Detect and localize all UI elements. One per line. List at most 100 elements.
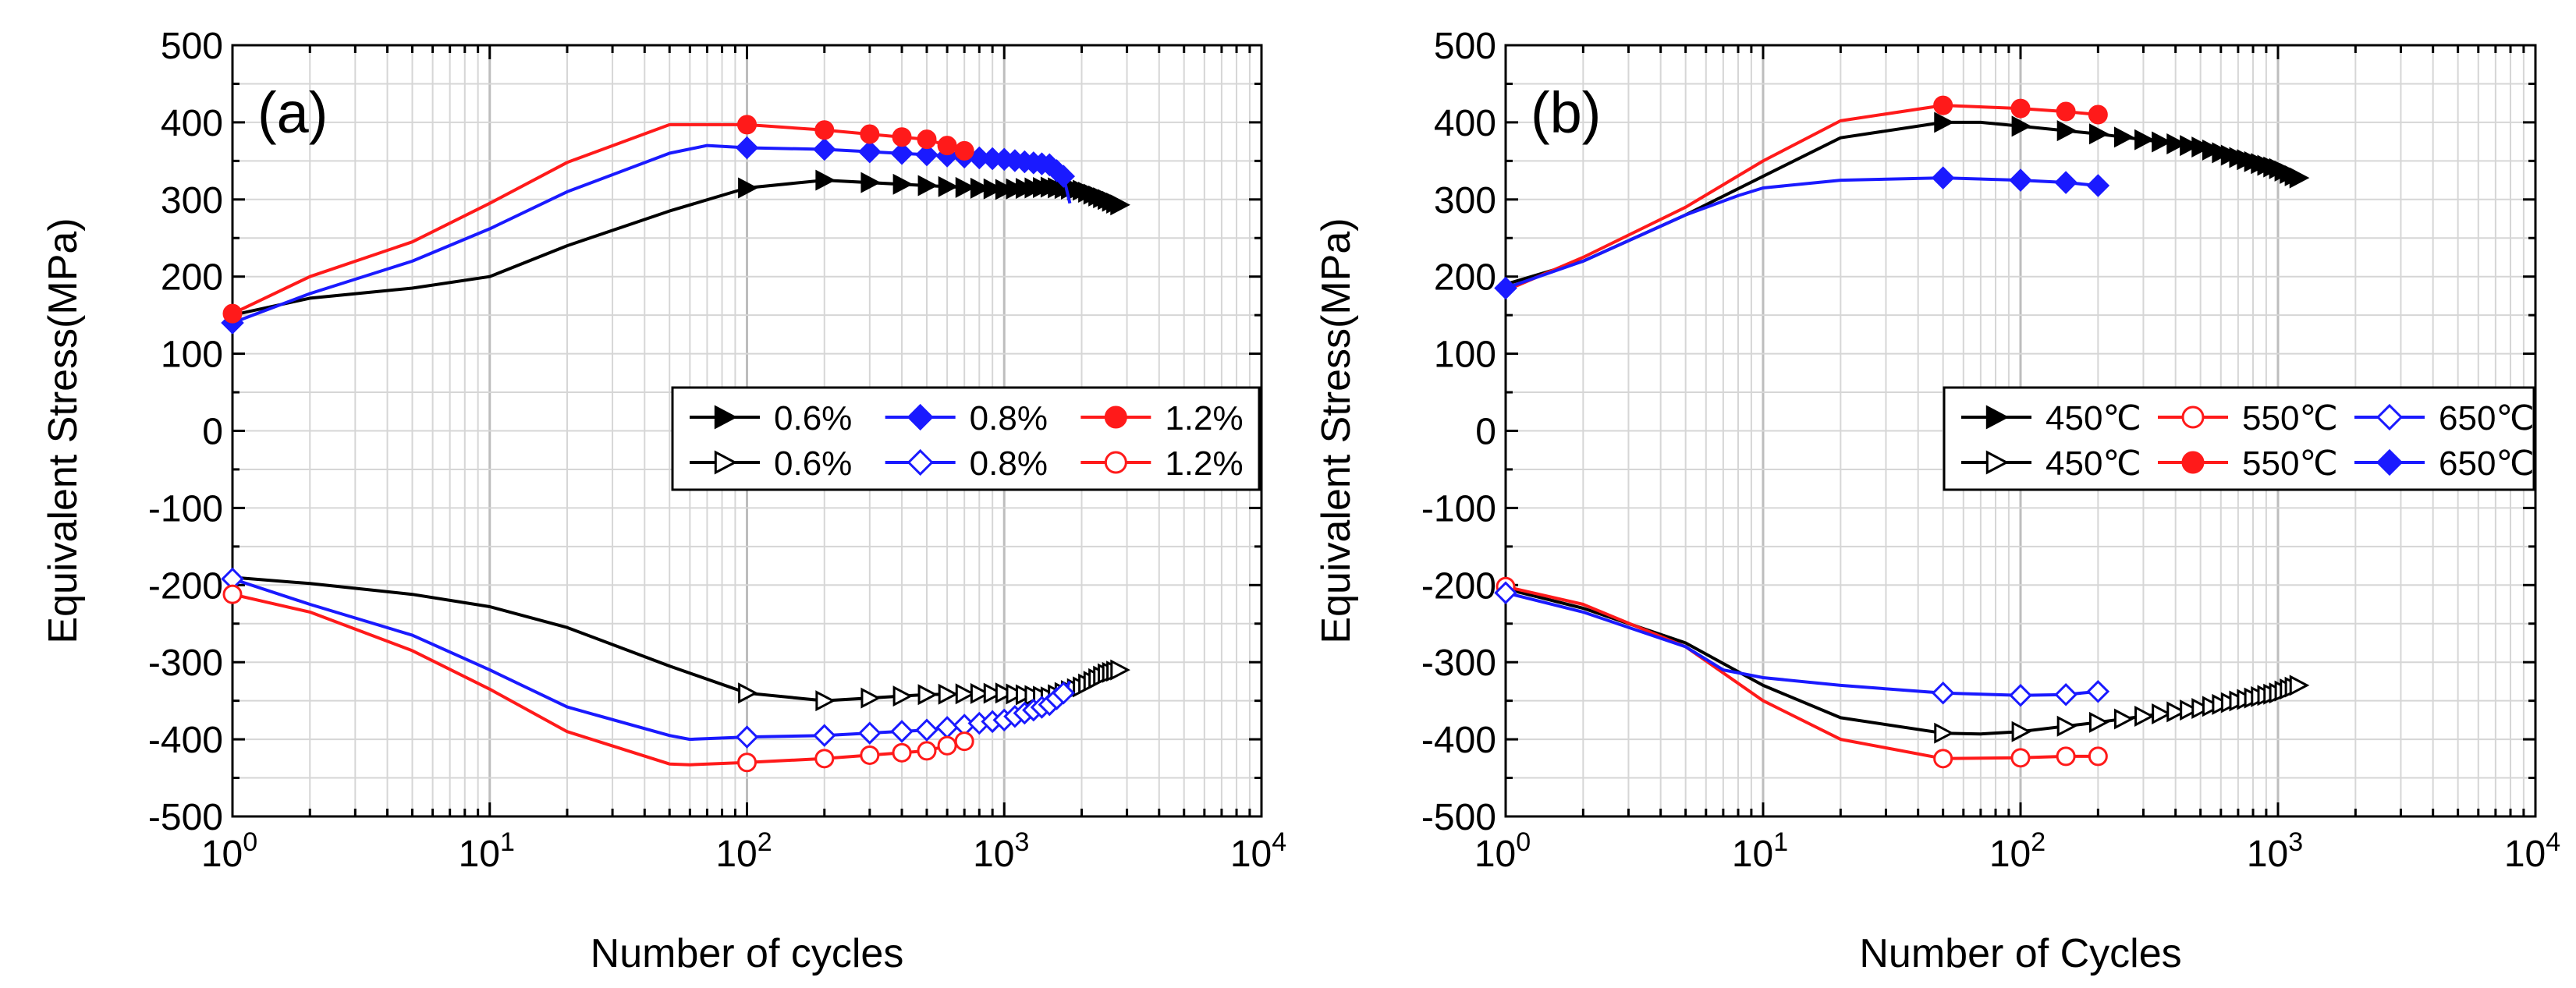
data-marker (2191, 136, 2212, 158)
y-tick-label: -100 (1421, 488, 1496, 529)
x-tick-base: 10 (1989, 834, 2031, 875)
data-marker (1494, 276, 1517, 300)
data-marker (892, 173, 914, 195)
panel-label: (b) (1531, 80, 1601, 145)
y-axis-title: Equivalent Stress(MPa) (1314, 218, 1359, 643)
data-marker (735, 136, 759, 160)
x-tick-exponent: 0 (243, 827, 257, 857)
y-tick-label: -400 (148, 720, 223, 761)
y-tick-label: 200 (1434, 257, 1496, 299)
legend-item: 1.2% (1080, 399, 1244, 437)
data-marker (860, 124, 880, 144)
legend-label: 0.6% (774, 399, 852, 437)
data-marker (2191, 698, 2212, 720)
y-axis: 500 400 300 200 100 0 -100 -200 -300 -400 -500 (148, 26, 1261, 838)
x-tick-base: 10 (1474, 834, 1516, 875)
data-marker (2056, 746, 2076, 767)
y-tick-label: 0 (202, 412, 223, 453)
legend-label: 1.2% (1165, 399, 1243, 437)
y-tick-label: -300 (148, 643, 223, 684)
data-marker (858, 721, 882, 745)
x-tick-exponent: 2 (2031, 827, 2046, 857)
data-marker (2054, 171, 2077, 194)
y-tick-label: -100 (148, 488, 223, 529)
data-marker (2086, 174, 2110, 197)
data-marker (2134, 129, 2155, 151)
data-marker (983, 682, 1004, 704)
data-marker (2011, 115, 2032, 137)
legend-marker (1985, 405, 2010, 430)
data-marker (2166, 701, 2187, 723)
data-marker (2134, 705, 2155, 727)
series-1-2-min (222, 584, 974, 773)
y-tick-label: 500 (1434, 26, 1496, 67)
x-tick-exponent: 1 (500, 827, 515, 857)
y-tick-label: 100 (1434, 335, 1496, 376)
x-tick-exponent: 4 (1272, 827, 1286, 857)
data-marker (995, 682, 1016, 704)
x-axis-title: Number of cycles (591, 931, 904, 976)
series-line (232, 593, 973, 767)
x-tick-label: 100 (201, 827, 257, 875)
legend-marker (2376, 448, 2404, 476)
data-marker (1006, 683, 1027, 705)
y-tick-label: -500 (1421, 797, 1496, 838)
legend-label: 450℃ (2046, 444, 2141, 483)
legend-item: 650℃ (2354, 399, 2535, 437)
data-marker (915, 143, 939, 167)
data-marker (1931, 681, 1955, 705)
y-tick-label: -200 (148, 565, 223, 607)
x-tick-label: 103 (973, 827, 1029, 875)
data-marker (2056, 120, 2077, 142)
y-tick-label: 400 (161, 103, 223, 144)
x-tick-base: 10 (1732, 834, 1773, 875)
legend-marker (1985, 450, 2010, 475)
legend-box (1943, 386, 2535, 491)
data-marker (983, 178, 1004, 200)
data-marker (1934, 112, 1954, 133)
data-marker (937, 136, 957, 156)
panel-label: (a) (257, 80, 328, 145)
legend-item: 0.6% (690, 399, 852, 437)
series-550-max (1505, 95, 2108, 292)
y-tick-label: 500 (161, 26, 223, 67)
data-marker (2202, 139, 2223, 161)
x-tick-base: 10 (2504, 834, 2546, 875)
data-marker (2009, 168, 2032, 192)
data-marker (954, 140, 974, 161)
y-tick-label: 400 (1434, 103, 1496, 144)
y-tick-label: -500 (148, 797, 223, 838)
legend-item: 450℃ (1961, 399, 2141, 437)
x-tick-label: 104 (2504, 827, 2560, 875)
data-marker (970, 682, 991, 704)
data-marker (738, 177, 758, 199)
y-tick-label: 300 (161, 180, 223, 221)
data-marker (2289, 675, 2310, 696)
data-marker (892, 685, 914, 707)
legend-label: 550℃ (2242, 399, 2338, 437)
x-axis-title: Number of Cycles (1859, 931, 2181, 976)
data-marker (995, 179, 1016, 200)
x-tick-label: 104 (1230, 827, 1286, 875)
y-axis-title: Equivalent Stress(MPa) (41, 218, 86, 643)
data-marker (2011, 721, 2032, 742)
legend-marker (1104, 405, 1127, 429)
data-marker (2289, 167, 2310, 189)
data-marker (858, 140, 882, 164)
data-marker (2088, 746, 2108, 767)
legend-label: 650℃ (2439, 399, 2535, 437)
legend: 450℃ 550℃ 650℃ 450℃ 550℃ 650℃ (1943, 386, 2535, 491)
legend-item: 0.8% (885, 444, 1048, 483)
legend-marker (2376, 403, 2404, 431)
series-line (1505, 104, 2099, 292)
legend-marker (714, 450, 738, 475)
data-marker (2152, 131, 2172, 153)
data-marker (1110, 194, 1130, 216)
data-marker (812, 724, 836, 747)
legend-label: 450℃ (2046, 399, 2141, 437)
data-marker (1006, 178, 1027, 200)
data-marker (2180, 135, 2200, 157)
data-marker (222, 584, 243, 604)
y-tick-label: 100 (161, 335, 223, 376)
